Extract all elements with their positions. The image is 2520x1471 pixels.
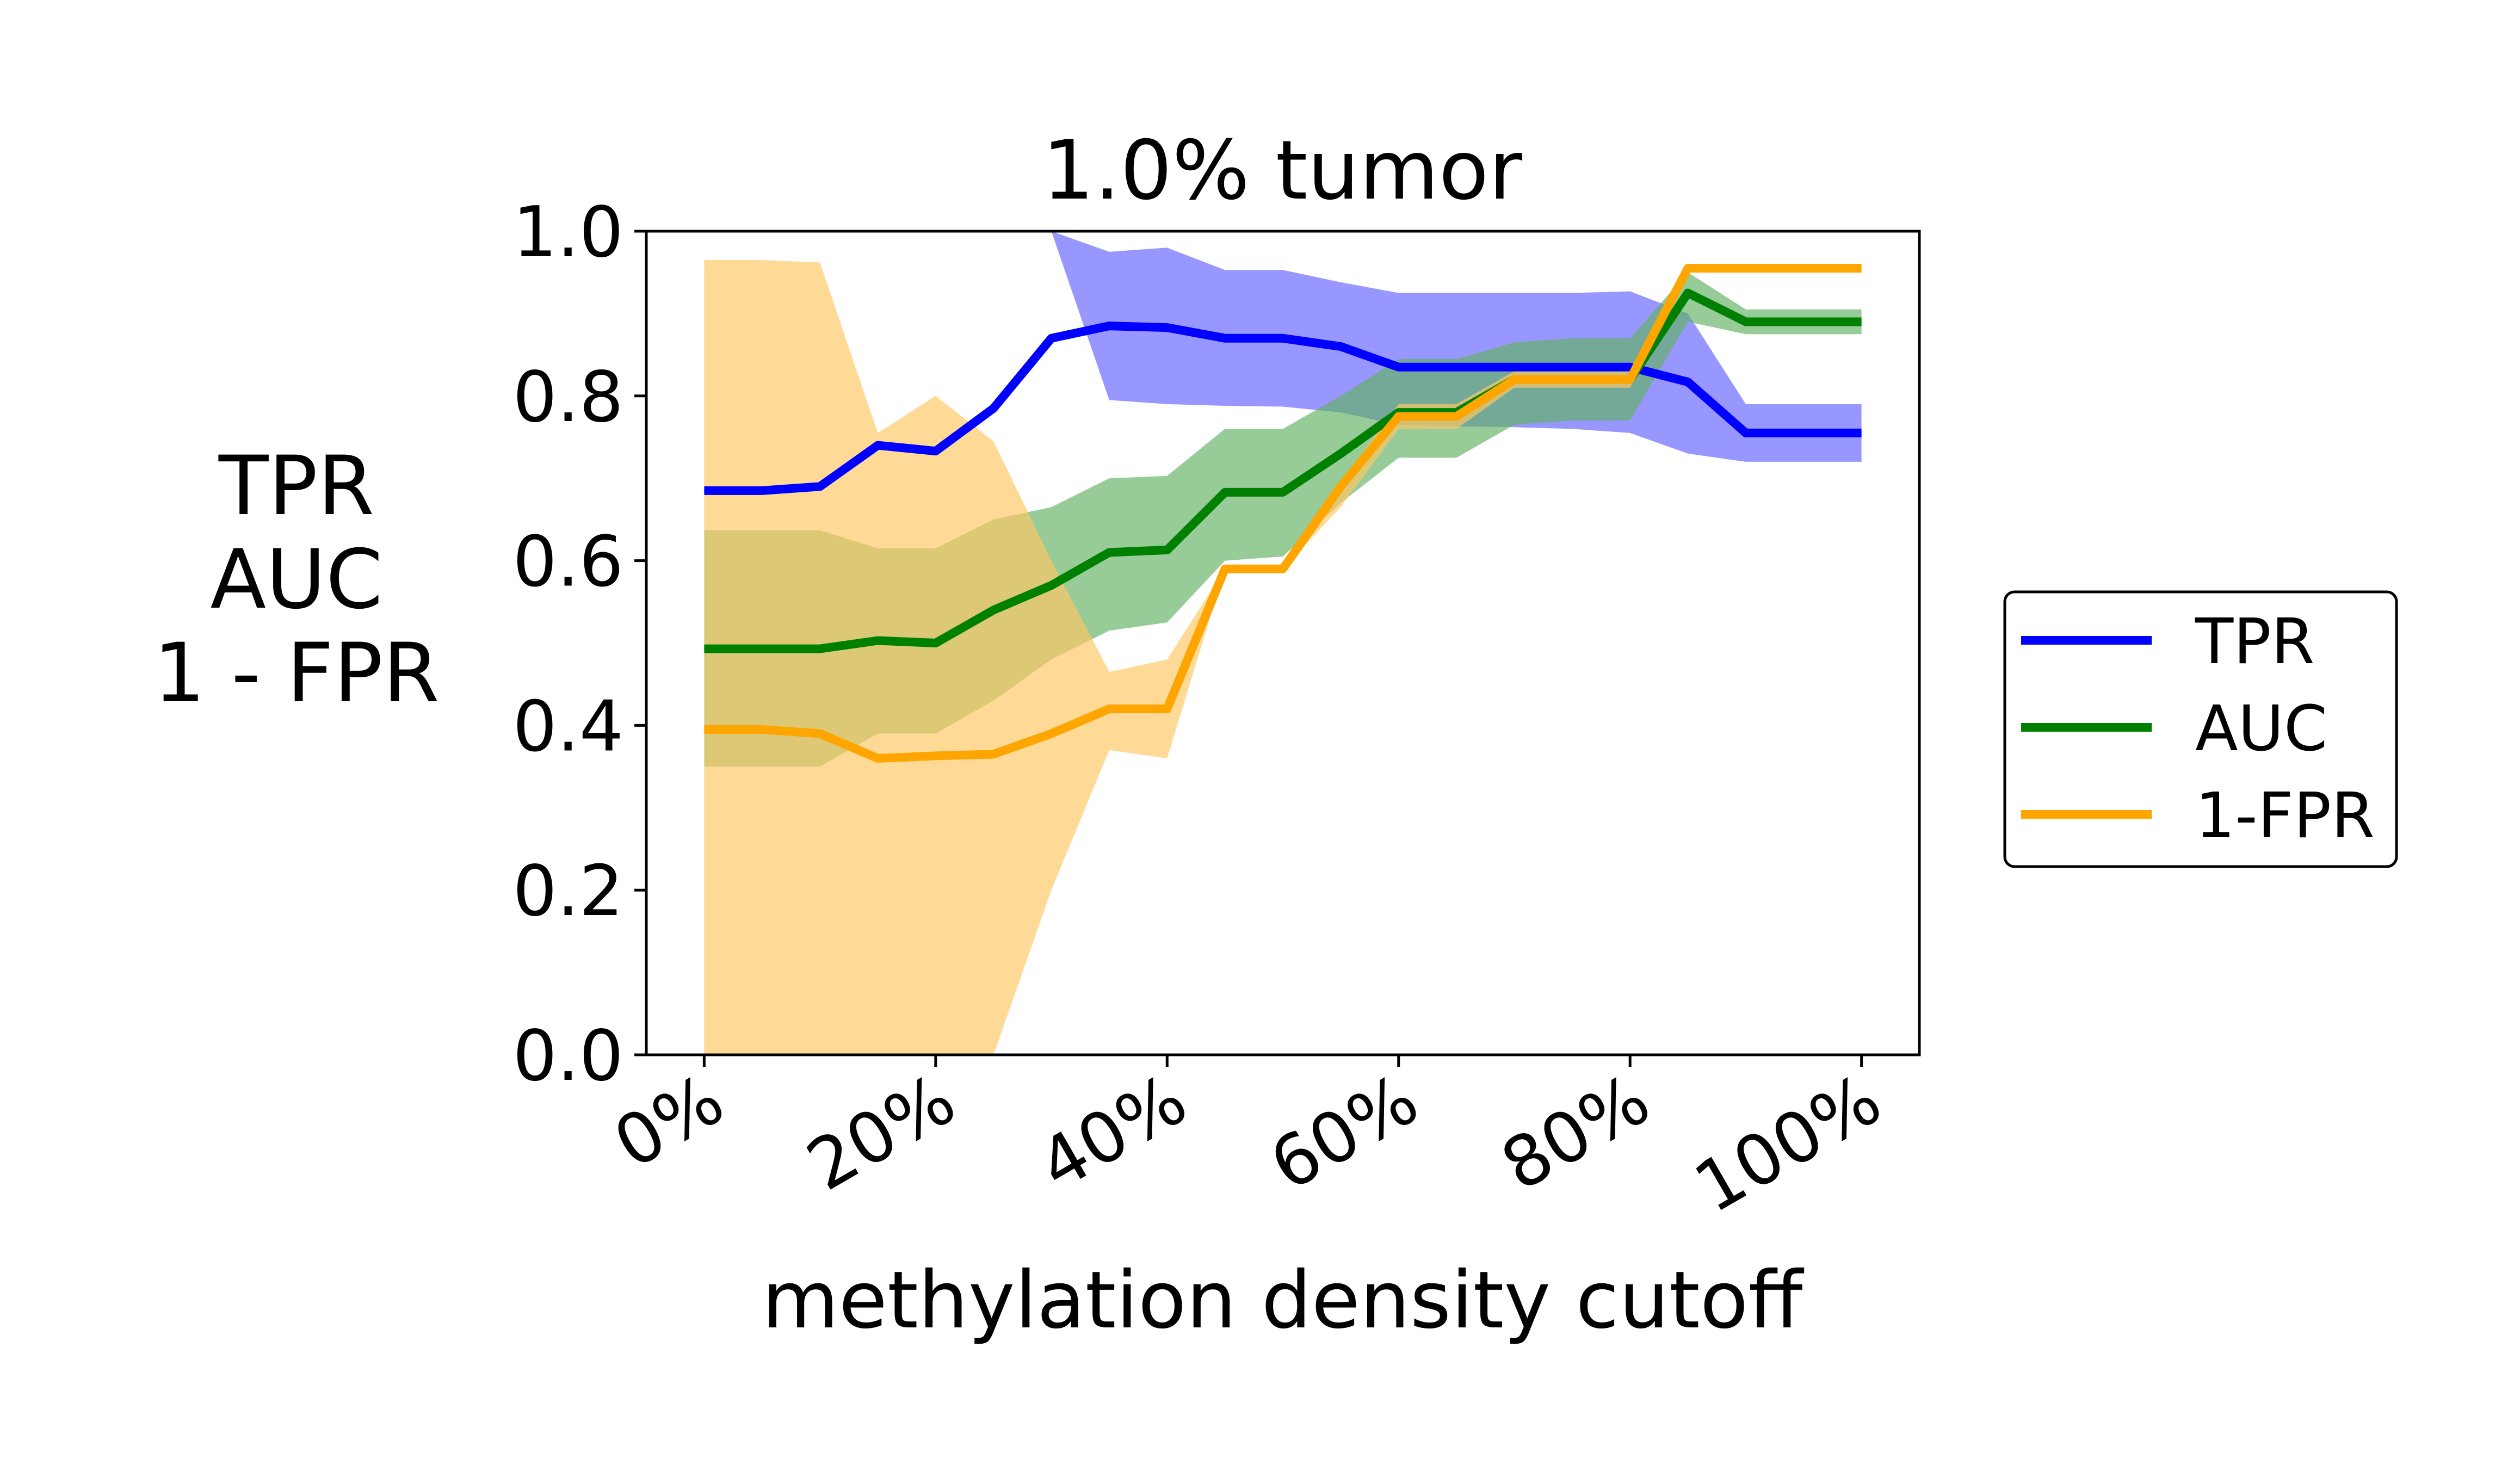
legend-frame: [2003, 590, 2398, 868]
tpr-point: [1803, 432, 1804, 434]
1-fpr-point: [1514, 379, 1515, 380]
legend-label-1-fpr: 1-FPR: [2195, 780, 2375, 852]
tpr-point: [1861, 432, 1862, 434]
1-fpr-point: [1398, 416, 1399, 417]
x-tick-label: 20%: [794, 1059, 968, 1207]
y-tick-label: 0.4: [512, 686, 623, 767]
legend-label-tpr: TPR: [2195, 605, 2315, 678]
legend-label-auc: AUC: [2195, 693, 2327, 765]
tpr-point: [1745, 432, 1746, 434]
auc-point: [935, 642, 936, 644]
1-fpr-point: [1803, 268, 1804, 269]
x-tick-label: 40%: [1026, 1059, 1200, 1207]
y-tick-label: 1.0: [512, 192, 623, 273]
x-tick-label: 60%: [1257, 1059, 1431, 1207]
y-tick-label: 0.0: [512, 1016, 623, 1097]
y-tick-label: 0.6: [512, 522, 623, 603]
1-fpr-point: [1861, 268, 1862, 269]
y-axis-label-line: 1 - FPR: [153, 626, 440, 721]
y-axis-label-line: TPR: [218, 439, 374, 534]
tpr-point: [993, 408, 994, 409]
auc-point: [1166, 549, 1168, 551]
legend: TPR AUC 1-FPR: [2003, 590, 2398, 868]
tpr-points: [703, 325, 1862, 491]
tpr-point: [935, 450, 936, 452]
1-fpr-point: [1051, 733, 1052, 734]
x-axis-label: methylation density cutoff: [762, 1254, 1805, 1346]
x-tick-label: 80%: [1488, 1059, 1663, 1207]
auc-point: [703, 648, 705, 650]
y-axis-label-line: AUC: [210, 533, 382, 627]
chart-title: 1.0% tumor: [1042, 123, 1523, 218]
1-fpr-point: [993, 753, 994, 755]
series-lines: [703, 264, 1862, 763]
tpr-point: [703, 490, 705, 491]
y-tick-label: 0.8: [512, 357, 623, 438]
x-tick-label: 100%: [1682, 1059, 1894, 1229]
1-fpr-point: [1745, 268, 1746, 269]
confidence-bands: [704, 231, 1862, 1055]
auc-point: [1051, 585, 1052, 586]
1-fpr-points: [703, 268, 1862, 759]
tpr-point: [1166, 327, 1168, 328]
legend-items: TPR AUC 1-FPR: [2021, 605, 2375, 852]
1-fpr-band: [704, 260, 1862, 1055]
x-axis-ticks: 0% 20% 40% 60% 80% 100%: [601, 1055, 1894, 1229]
y-axis-ticks: 0.0 0.2 0.4 0.6 0.8 1.0: [512, 192, 646, 1097]
y-tick-label: 0.2: [512, 851, 623, 932]
1-fpr-point: [1456, 416, 1457, 417]
plot-frame: [645, 230, 1921, 1056]
